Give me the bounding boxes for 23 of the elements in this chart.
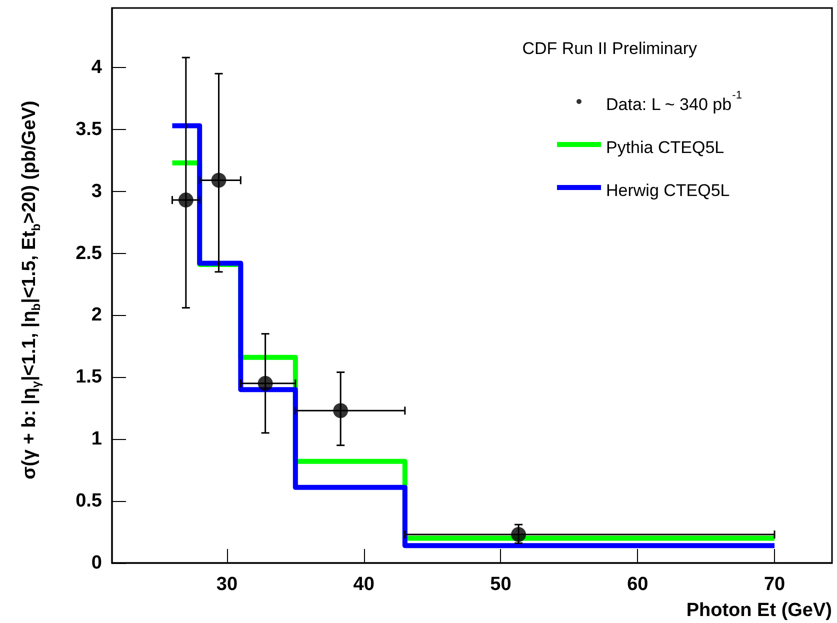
point: [511, 527, 526, 542]
legend-label: Pythia CTEQ5L: [606, 138, 724, 157]
point: [211, 172, 226, 188]
y-tick-label: 0: [91, 552, 102, 574]
x-tick-label: 60: [627, 574, 648, 595]
point: [258, 376, 273, 391]
y-tick-label: 2.5: [76, 242, 102, 264]
y-tick-label: 4: [91, 56, 102, 78]
legend-label: Herwig CTEQ5L: [606, 181, 730, 200]
x-tick-label: 70: [764, 574, 786, 595]
legend-title: CDF Run II Preliminary: [522, 39, 698, 58]
y-tick-label: 1.5: [76, 366, 102, 388]
x-tick-label: 50: [490, 574, 512, 595]
y-tick-label: 3: [91, 180, 102, 202]
y-tick-label: 2: [91, 304, 102, 326]
y-tick-label: 0.5: [76, 490, 102, 512]
x-tick-label: 40: [353, 574, 374, 595]
x-axis-title: Photon Et (GeV): [686, 600, 832, 621]
y-tick-label: 1: [91, 428, 102, 450]
point: [333, 403, 348, 418]
x-tick-label: 30: [216, 574, 238, 595]
y-tick-label: 3.5: [76, 118, 102, 140]
point: [178, 192, 194, 208]
